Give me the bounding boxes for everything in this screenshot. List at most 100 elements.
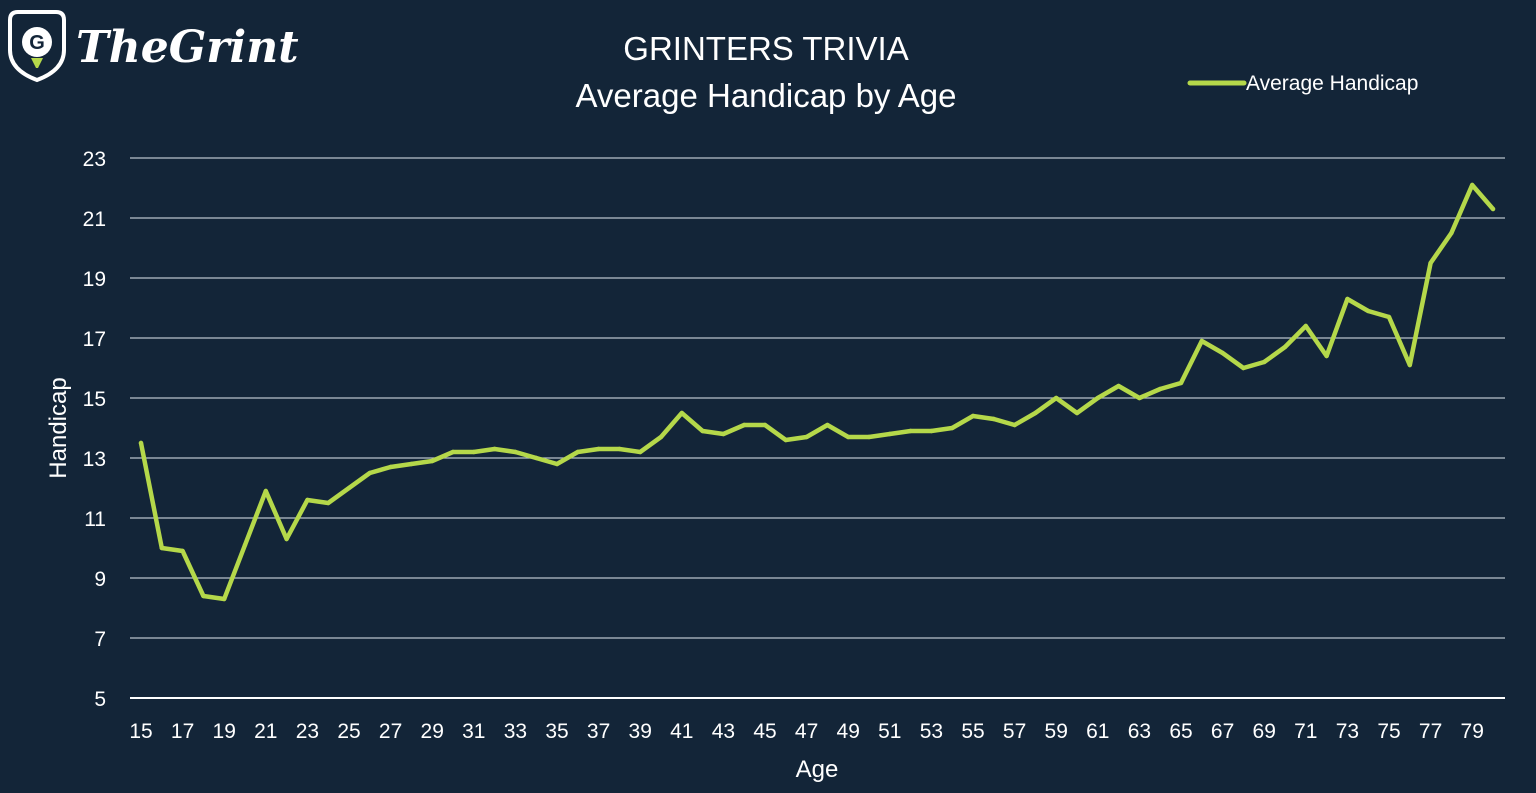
- data-point: [1137, 395, 1142, 401]
- tee-icon: [31, 58, 43, 68]
- data-point: [575, 449, 580, 455]
- data-point: [1345, 296, 1350, 302]
- data-point: [1282, 344, 1288, 350]
- data-point: [263, 488, 268, 494]
- x-tick-label: 51: [878, 720, 901, 743]
- x-tick-label: 69: [1253, 720, 1276, 743]
- y-tick-label: 15: [83, 388, 106, 411]
- data-point: [1262, 359, 1267, 365]
- x-axis-label: Age: [796, 756, 839, 783]
- data-point: [1386, 314, 1392, 320]
- x-tick-label: 23: [296, 720, 319, 743]
- y-tick-label: 11: [84, 508, 106, 531]
- x-tick-label: 75: [1377, 720, 1400, 743]
- y-tick-label: 9: [94, 568, 106, 591]
- data-point: [201, 593, 206, 599]
- series-layer: [138, 182, 1496, 602]
- data-point: [700, 428, 705, 434]
- data-point: [1199, 338, 1205, 344]
- y-tick-label: 13: [83, 448, 106, 471]
- data-point: [1490, 206, 1496, 212]
- data-point: [1054, 395, 1059, 401]
- data-point: [388, 464, 393, 470]
- data-point: [1178, 380, 1184, 386]
- data-point: [305, 497, 310, 503]
- x-tick-label: 17: [171, 720, 194, 743]
- x-tick-label: 49: [837, 720, 860, 743]
- logo-mark: G: [29, 32, 45, 54]
- data-point: [846, 434, 851, 440]
- data-point: [180, 548, 185, 554]
- x-tick-label: 61: [1086, 720, 1109, 743]
- data-point: [721, 431, 726, 437]
- chart-subtitle: Average Handicap by Age: [576, 77, 957, 114]
- data-point: [1241, 365, 1246, 371]
- data-point: [430, 458, 435, 464]
- data-point: [1470, 182, 1475, 188]
- data-point: [866, 434, 872, 440]
- data-point: [762, 422, 768, 428]
- data-point: [554, 461, 560, 467]
- data-point: [908, 428, 913, 434]
- data-point: [825, 422, 830, 428]
- x-tick-label: 15: [129, 720, 152, 743]
- data-point: [658, 434, 664, 440]
- data-point: [1366, 308, 1371, 314]
- data-point: [991, 416, 996, 422]
- x-tick-label: 21: [254, 720, 277, 743]
- data-point: [1303, 323, 1309, 329]
- legend: Average Handicap: [1187, 72, 1418, 95]
- data-point: [326, 500, 331, 506]
- series-line-average-handicap: [138, 182, 1496, 602]
- y-tick-label: 23: [83, 148, 106, 171]
- brand-name: TheGrint: [76, 22, 299, 73]
- legend-label: Average Handicap: [1246, 72, 1418, 95]
- data-point: [783, 437, 788, 443]
- y-tick-label: 19: [83, 268, 106, 291]
- data-point: [1407, 362, 1413, 368]
- x-tick-label: 45: [753, 720, 776, 743]
- data-point: [617, 446, 622, 452]
- x-tick-label: 33: [504, 720, 527, 743]
- data-point: [1033, 410, 1038, 416]
- x-tick-label: 47: [795, 720, 818, 743]
- brand-logo: G TheGrint: [8, 10, 299, 83]
- data-point: [159, 545, 164, 551]
- data-point: [638, 449, 643, 455]
- data-point: [346, 485, 352, 491]
- x-tick-label: 67: [1211, 720, 1234, 743]
- data-point: [450, 449, 456, 455]
- x-tick-label: 73: [1336, 720, 1359, 743]
- data-point: [513, 449, 518, 455]
- data-point: [970, 413, 976, 419]
- x-tick-label: 57: [1003, 720, 1026, 743]
- x-tick-label: 19: [213, 720, 236, 743]
- data-point: [1158, 386, 1163, 392]
- data-point: [492, 446, 497, 452]
- data-point: [222, 596, 227, 602]
- golf-ball-icon: [22, 27, 52, 57]
- x-tick-label: 65: [1169, 720, 1192, 743]
- data-point: [284, 536, 289, 542]
- grid: [130, 157, 1505, 699]
- data-point: [1324, 353, 1329, 359]
- x-tick-label: 63: [1128, 720, 1151, 743]
- y-tick-label: 21: [83, 208, 106, 231]
- data-point: [1428, 260, 1433, 266]
- x-tick-label: 55: [961, 720, 984, 743]
- data-point: [1095, 395, 1101, 401]
- x-tick-label: 41: [670, 720, 693, 743]
- data-point: [534, 455, 539, 461]
- x-tick-label: 77: [1419, 720, 1442, 743]
- data-point: [804, 434, 809, 440]
- x-tick-label: 39: [629, 720, 652, 743]
- data-point: [950, 425, 955, 431]
- data-point: [1116, 383, 1121, 389]
- y-tick-label: 5: [94, 688, 106, 711]
- data-point: [367, 470, 372, 476]
- chart-title: GRINTERS TRIVIA: [623, 30, 908, 67]
- y-tick-label: 7: [94, 628, 106, 651]
- x-tick-label: 71: [1294, 720, 1317, 743]
- y-axis-label: Handicap: [45, 377, 72, 478]
